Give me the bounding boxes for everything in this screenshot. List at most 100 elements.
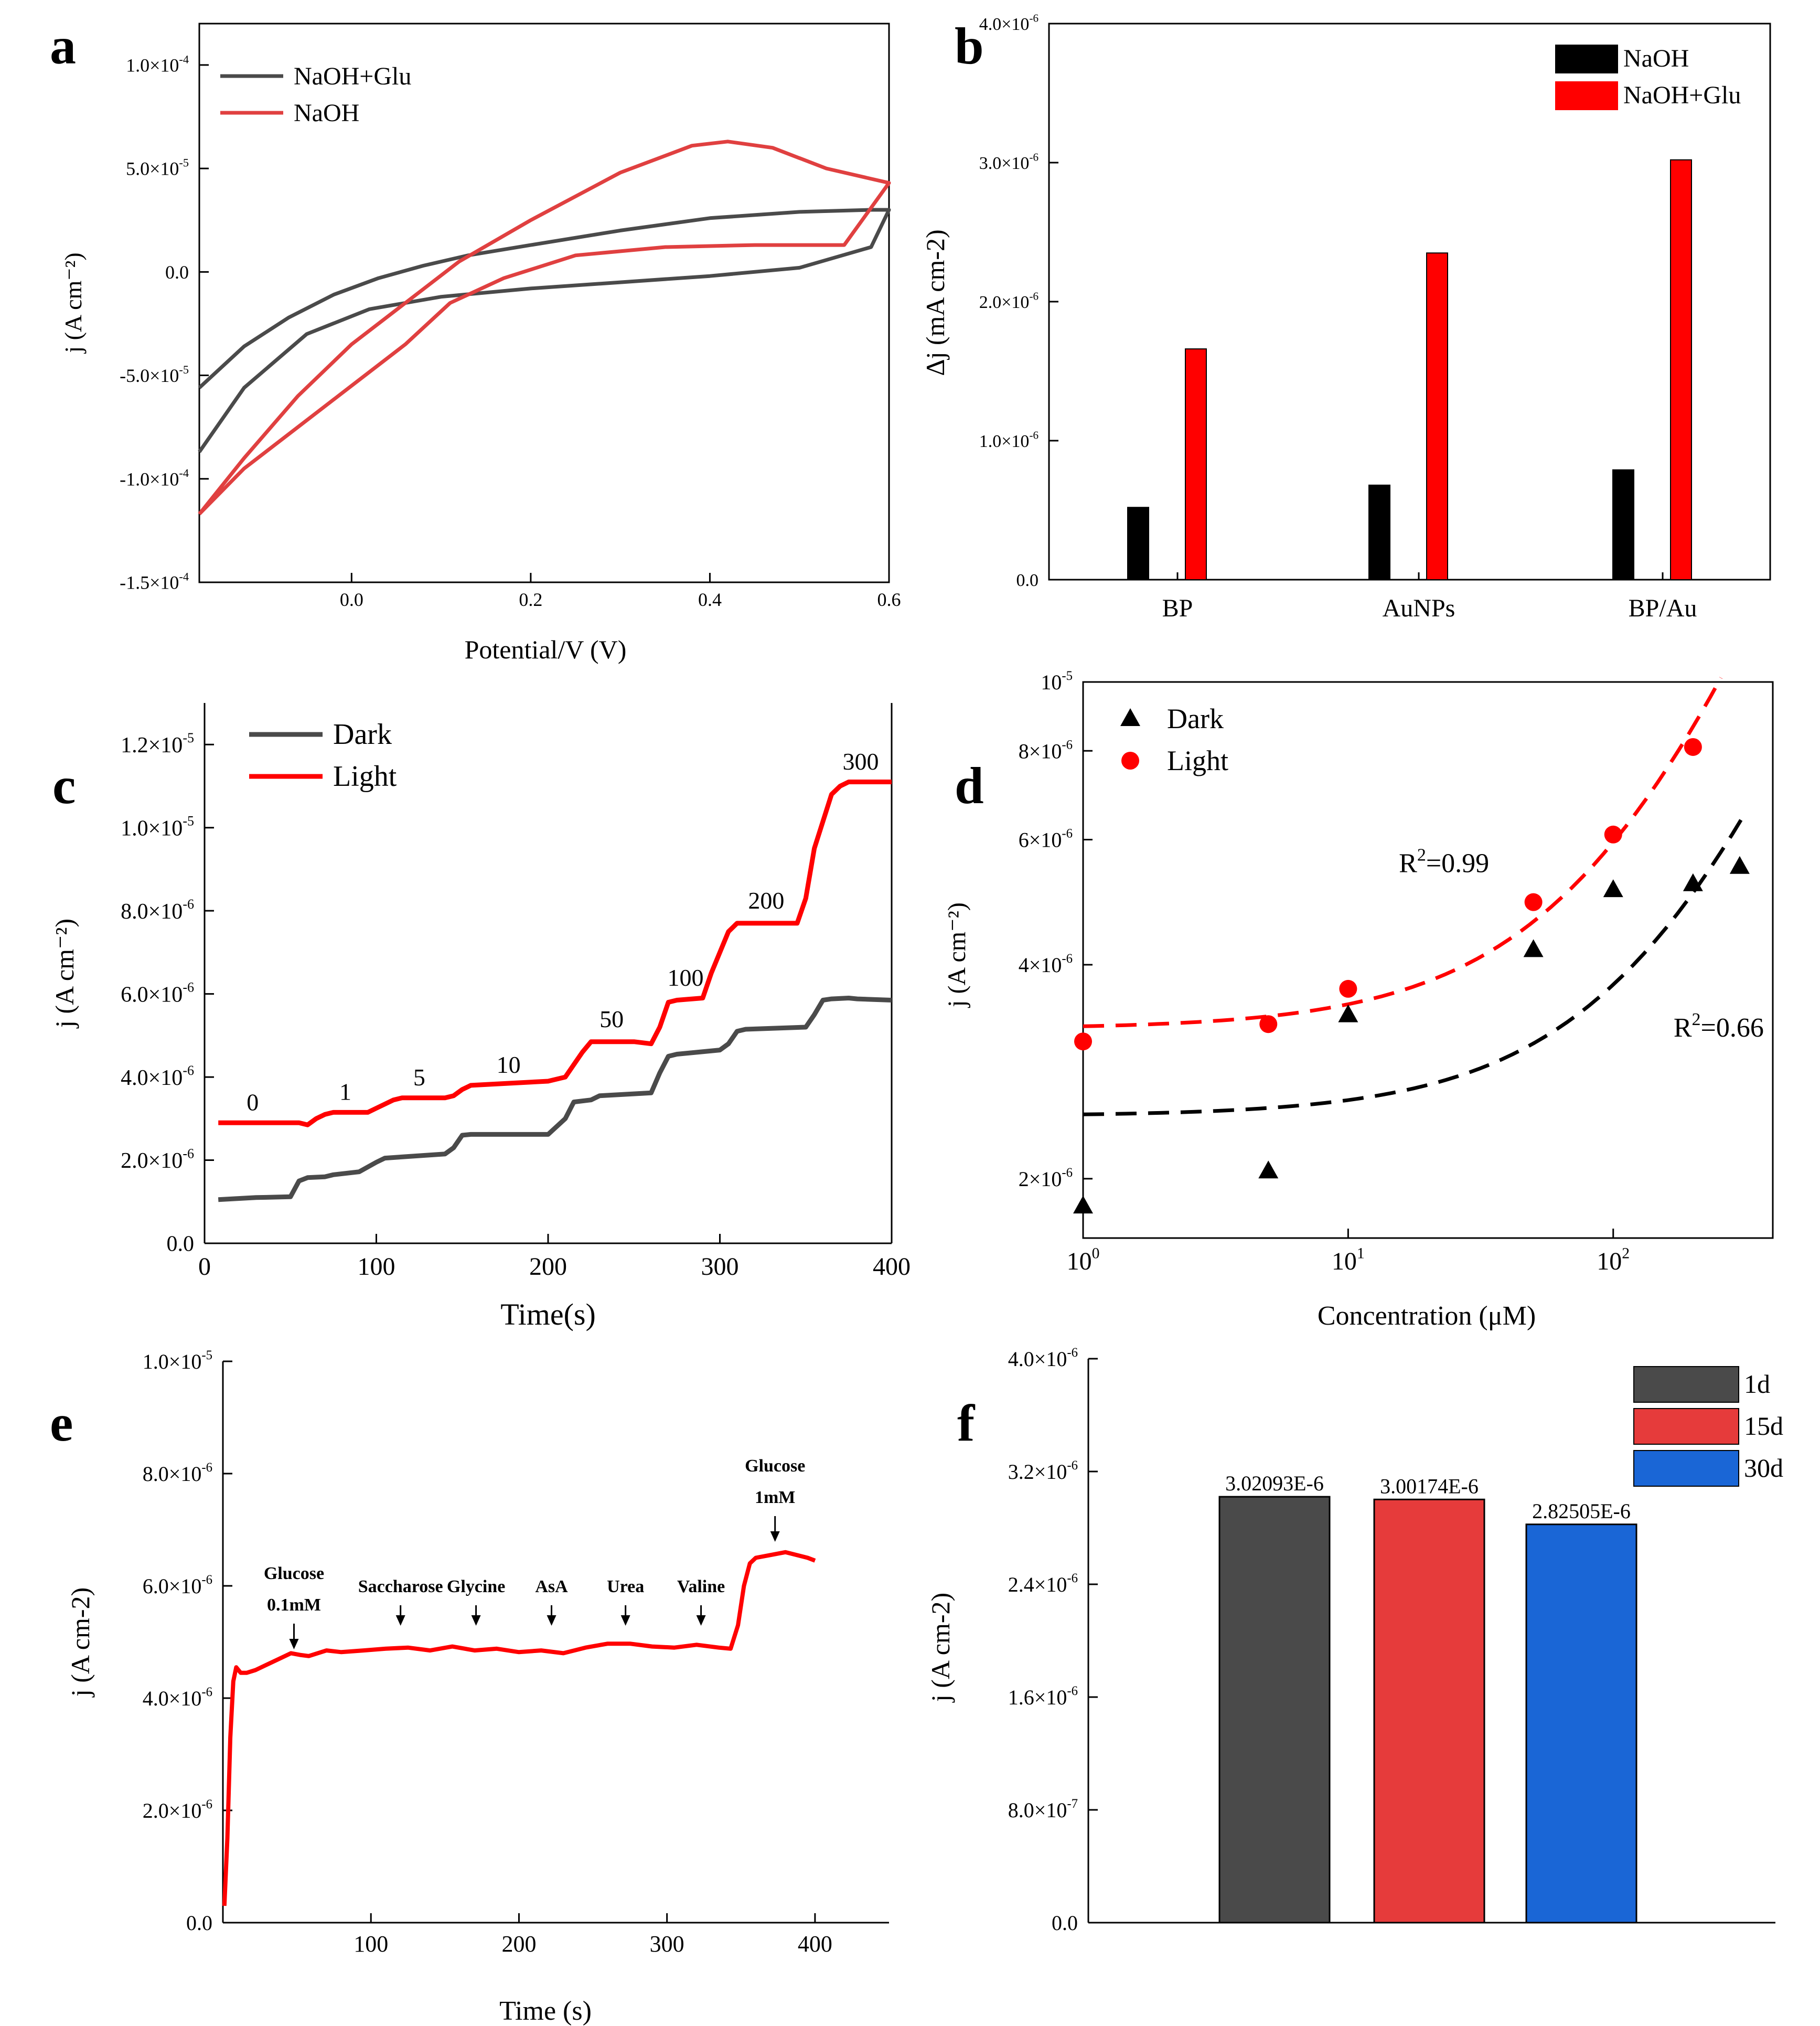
c-ytick-label: 2.0×10-6 (121, 1146, 194, 1173)
c-ytick-label: 4.0×10-6 (121, 1063, 194, 1090)
d-point-dark (1338, 1004, 1358, 1022)
b-bar-naoh (1368, 484, 1390, 580)
d-point-dark (1258, 1160, 1279, 1179)
f-ytick-label: 1.6×10-6 (1008, 1684, 1078, 1709)
f-bar-30d (1525, 1523, 1637, 1924)
f-ytick-label: 4.0×10-6 (1008, 1346, 1078, 1371)
d-ytick-label: 10-5 (1041, 669, 1073, 694)
c-y-axis-label: j (A cm⁻²) (50, 919, 79, 1029)
e-y-axis-label: j (A cm-2) (66, 1587, 95, 1698)
a-xtick-label: 0.0 (340, 589, 363, 610)
b-ytick-label: 3.0×10-6 (979, 151, 1039, 173)
e-ytick-label: 4.0×10-6 (143, 1685, 212, 1710)
b-ytick-label: 0.0 (1016, 571, 1039, 590)
a-ytick-label: -5.0×10-5 (120, 363, 189, 386)
e-ytick-label: 0.0 (186, 1911, 212, 1935)
c-series-light (218, 780, 892, 1127)
e-injection-label: 0.1mM (267, 1595, 321, 1615)
c-concentration-label: 200 (748, 887, 784, 914)
a-ytick-label: -1.0×10-4 (120, 466, 189, 489)
c-concentration-label: 300 (843, 748, 879, 775)
e-injection-label: Glycine (447, 1577, 505, 1596)
f-legend-label: 1d (1744, 1369, 1770, 1399)
b-bar-naohglu (1670, 159, 1692, 580)
c-concentration-label: 1 (339, 1079, 351, 1105)
a-legend-label: NaOH (294, 99, 359, 127)
a-ytick-label: -1.5×10-4 (120, 570, 189, 593)
d-xtick-label: 101 (1332, 1244, 1365, 1275)
e-xtick-label: 200 (501, 1931, 536, 1957)
b-legend-label: NaOH+Glu (1623, 81, 1741, 109)
c-xtick-label: 0 (198, 1253, 211, 1281)
a-xtick-label: 0.4 (698, 589, 722, 610)
c-concentration-label: 50 (599, 1006, 624, 1032)
a-ytick-label: 0.0 (165, 262, 189, 283)
panel-label-e: e (50, 1394, 73, 1452)
e-injection-label: 1mM (755, 1488, 795, 1507)
d-legend-label: Light (1167, 745, 1228, 776)
d-ytick-label: 8×10-6 (1019, 738, 1073, 763)
d-xtick-label: 100 (1067, 1244, 1100, 1275)
f-legend-label: 15d (1744, 1411, 1783, 1441)
f-legend-label: 30d (1744, 1453, 1783, 1483)
d-fit-line (1083, 815, 1746, 1116)
e-injection-label: Glucose (745, 1456, 805, 1476)
a-y-axis-label: j (A cm⁻²) (60, 252, 87, 354)
d-y-axis-label: j (A cm⁻²) (943, 902, 971, 1008)
a-ytick-label: 1.0×10-4 (126, 52, 189, 76)
e-injection-label: Valine (677, 1577, 725, 1596)
e-ytick-label: 6.0×10-6 (143, 1573, 212, 1598)
e-injection-arrowhead (620, 1615, 630, 1626)
e-x-axis-label: Time (s) (499, 1996, 592, 2026)
e-injection-arrowhead (696, 1615, 706, 1626)
panel-label-c: c (52, 756, 76, 815)
e-injection-label: AsA (535, 1577, 568, 1596)
d-point-dark (1073, 1196, 1093, 1214)
a-x-axis-label: Potential/V (V) (465, 635, 627, 664)
c-legend-label: Light (333, 760, 397, 793)
e-injection-label: Glucose (264, 1564, 324, 1583)
c-ytick-label: 1.2×10-5 (121, 730, 194, 758)
d-legend-swatch (1121, 752, 1139, 770)
panel-label-f: f (957, 1394, 975, 1452)
d-r-squared-label: R2=0.99 (1399, 846, 1489, 879)
panel-label-b: b (955, 17, 984, 75)
f-ytick-label: 3.2×10-6 (1008, 1458, 1078, 1484)
d-point-light (1604, 825, 1622, 844)
e-xtick-label: 100 (354, 1931, 388, 1957)
d-x-axis-label: Concentration (μM) (1318, 1301, 1536, 1331)
f-bar-value-label: 2.82505E-6 (1532, 1499, 1631, 1523)
e-injection-label: Saccharose (358, 1577, 443, 1596)
b-bar-naoh (1127, 507, 1149, 581)
c-xtick-label: 400 (873, 1253, 911, 1281)
panel-label-d: d (955, 756, 984, 815)
d-point-light (1339, 979, 1357, 998)
d-plot-frame (1082, 681, 1774, 1239)
b-bar-naohglu (1426, 252, 1448, 580)
e-injection-arrowhead (770, 1531, 780, 1542)
e-series-current (222, 1550, 816, 1906)
c-ytick-label: 6.0×10-6 (121, 979, 194, 1007)
d-ytick-label: 4×10-6 (1019, 952, 1073, 977)
f-legend-swatch (1633, 1366, 1739, 1403)
f-bar-value-label: 3.00174E-6 (1380, 1474, 1479, 1498)
d-ytick-label: 2×10-6 (1019, 1166, 1073, 1191)
e-ytick-label: 1.0×10-5 (143, 1348, 212, 1373)
c-ytick-label: 8.0×10-6 (121, 897, 194, 924)
f-legend-swatch (1633, 1408, 1739, 1445)
c-xtick-label: 300 (701, 1253, 739, 1281)
b-y-axis-label: Δj (mA cm-2) (920, 229, 950, 376)
d-point-light (1074, 1032, 1092, 1051)
panel-label-a: a (50, 17, 76, 75)
c-concentration-label: 10 (497, 1051, 521, 1078)
e-injection-arrowhead (289, 1639, 299, 1649)
a-xtick-label: 0.2 (519, 589, 542, 610)
f-bar-15d (1373, 1498, 1485, 1924)
c-series-dark (218, 996, 892, 1202)
c-legend-label: Dark (333, 718, 392, 751)
b-legend-label: NaOH (1623, 45, 1689, 72)
d-legend-label: Dark (1167, 703, 1224, 734)
f-ytick-label: 8.0×10-7 (1008, 1797, 1078, 1822)
a-series-naoh (198, 140, 891, 516)
